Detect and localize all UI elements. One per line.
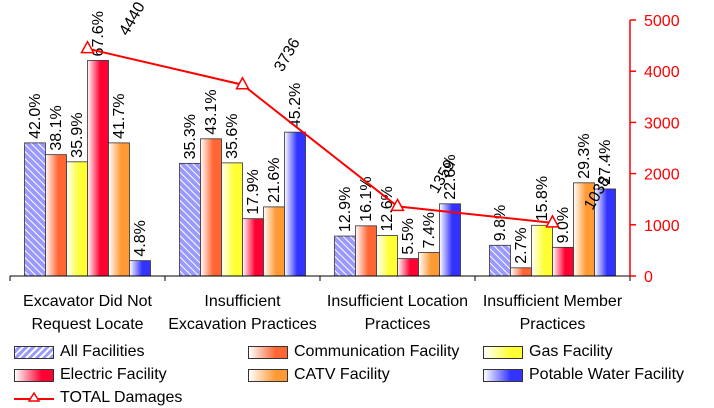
bar-data-label: 35.9% [69,112,86,157]
bar [263,206,285,277]
bar [108,142,130,277]
bar [221,162,243,277]
bar-data-label: 9.0% [555,207,572,243]
bar [376,235,398,277]
total-damages-line [87,47,553,224]
legend-item: Potable Water Facility [483,366,684,384]
bar [66,161,88,277]
legend-label: Potable Water Facility [529,366,685,383]
bar-data-label: 22.6% [442,154,459,199]
bar-data-label: 45.2% [287,83,304,128]
x-tick-label: Excavator Did Not [23,293,152,310]
legend-swatch [483,345,523,359]
total-damages-marker [390,197,405,212]
bar [439,203,461,277]
bar [242,218,264,277]
legend-swatch [483,368,523,382]
bar-data-label: 67.6% [90,11,107,56]
total-damages-marker [545,214,560,228]
bar-data-label: 21.6% [266,158,283,203]
bar-data-label: 43.1% [203,89,220,134]
x-tick-label: Practices [520,316,586,333]
bar-data-label: 35.3% [182,114,199,159]
bar [284,131,306,277]
bar [552,246,574,277]
total-damages-marker [235,76,250,90]
bar-data-label: 41.7% [111,94,128,139]
bar [45,154,67,277]
legend-swatch [248,368,288,382]
total-damages-marker [80,40,95,54]
bar [355,225,377,277]
legend-swatch [14,368,54,382]
bar-data-label: 12.6% [379,186,396,231]
x-tick-label: Practices [365,316,431,333]
bar-data-label: 16.1% [358,176,375,221]
total-damages-label: 4440 [116,0,149,39]
bar [510,267,532,277]
bar [129,260,151,277]
bar [179,162,201,277]
bar-data-label: 17.9% [245,169,262,214]
bar-data-label: 27.4% [597,140,614,185]
legend-label: Communication Facility [294,343,460,360]
legend-item: TOTAL Damages [14,389,182,407]
legend-item: Communication Facility [248,343,459,361]
bar [24,142,46,277]
legend-label: TOTAL Damages [60,389,183,406]
bar-data-label: 35.6% [224,113,241,158]
bar [489,244,511,277]
bar-data-label: 38.1% [48,105,65,150]
legend-item: Gas Facility [483,343,613,361]
bar-data-label: 7.4% [421,212,438,248]
bar-data-label: 9.8% [492,205,509,241]
bar-data-label: 42.0% [27,94,44,139]
legend-label: All Facilities [60,343,145,360]
legend-item: All Facilities [14,343,144,361]
bar [87,60,109,277]
legend-item: Electric Facility [14,366,167,384]
legend-label: Electric Facility [60,366,167,383]
bar [531,224,553,277]
bar-data-label: 2.7% [513,227,530,263]
bar-data-label: 12.9% [337,187,354,232]
legend-label: CATV Facility [294,366,390,383]
y-right-tick-label: 1000 [644,218,680,235]
bar [418,252,440,277]
bar-data-label: 29.3% [576,133,593,178]
total-damages-label: 3736 [271,35,304,74]
legend-swatch [14,345,54,359]
y-right-tick-label: 0 [644,269,653,286]
x-tick-label: Excavation Practices [168,316,317,333]
legend-swatch [248,345,288,359]
legend-label: Gas Facility [529,343,613,360]
legend-line-swatch [14,391,54,402]
x-tick-label: Insufficient [204,293,281,310]
y-right-tick-label: 4000 [644,64,680,81]
bar [200,138,222,277]
x-tick-label: Request Locate [31,316,143,333]
y-right-tick-label: 5000 [644,13,680,30]
x-tick-label: Insufficient Member [483,293,623,310]
bar-data-label: 15.8% [534,176,551,221]
x-tick-label: Insufficient Location [327,293,468,310]
bar-data-label: 4.8% [132,220,149,256]
y-right-tick-label: 2000 [644,167,680,184]
y-right-tick-label: 3000 [644,115,680,132]
bar [397,258,419,277]
legend-item: CATV Facility [248,366,390,384]
bar-data-label: 5.5% [400,218,417,254]
bar [334,235,356,277]
